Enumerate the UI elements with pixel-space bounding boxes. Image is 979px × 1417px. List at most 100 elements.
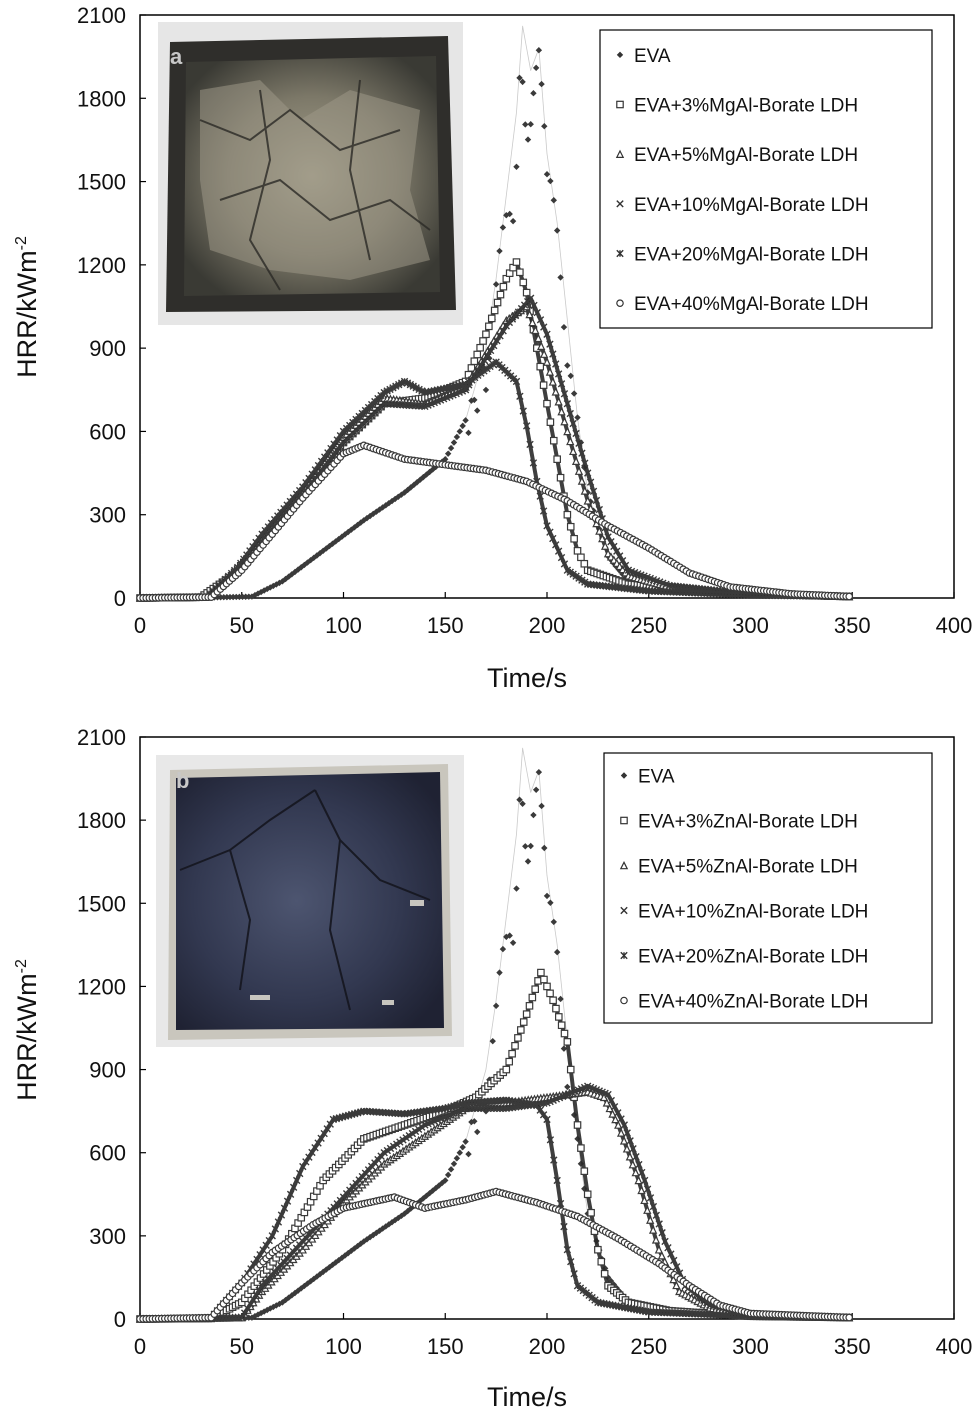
data-point [483,351,492,360]
data-point [560,1045,568,1052]
data-point [587,1208,595,1217]
data-point [592,496,601,505]
legend-marker [620,906,628,915]
data-point [267,1305,274,1312]
data-point [549,534,557,543]
data-point [279,1299,286,1306]
data-point [442,1177,449,1184]
data-point [598,533,607,543]
data-point [646,1194,655,1202]
data-point [319,547,327,555]
data-point [566,409,574,418]
data-point [658,1228,666,1237]
data-point [549,350,557,358]
data-point [296,1169,304,1178]
data-point [273,581,280,588]
data-point [509,939,517,947]
data-point [348,526,355,533]
data-point [539,349,549,358]
data-point [526,440,534,449]
legend-label: EVA+40%MgAl-Borate LDH [634,294,869,315]
data-point [338,1254,346,1262]
data-point [616,200,624,208]
data-point [471,1104,479,1113]
data-point [543,522,551,530]
data-point [479,337,487,345]
data-point [549,436,558,445]
data-point [360,1238,368,1245]
data-point [845,592,853,601]
data-point [477,361,485,369]
data-point [489,1037,496,1045]
data-point [505,1057,514,1066]
data-point [373,1229,380,1237]
data-point [580,559,589,568]
data-point [595,505,604,514]
data-point [623,1129,631,1137]
data-point [583,496,592,505]
data-point [524,136,532,143]
data-point [635,1160,643,1169]
data-point [522,422,531,430]
data-point [289,1183,298,1192]
legend-label: EVA+10%ZnAl-Borate LDH [638,902,868,923]
data-point [363,514,371,522]
data-point [276,1300,283,1308]
data-point [351,1245,358,1252]
data-point [563,1246,572,1254]
data-point [616,51,624,59]
data-point [574,414,581,421]
y-tick-label: 1800 [77,808,126,833]
data-point [616,1128,626,1137]
data-point [277,1211,286,1219]
data-series [135,25,854,602]
data-point [420,1195,427,1202]
data-point [607,1096,616,1105]
data-point [243,1304,252,1313]
data-point [539,381,548,389]
y-tick-labels: 0 300 600 900 1200 1500 1800 2100 [77,725,126,1332]
data-point [546,418,555,426]
data-point [450,439,458,446]
data-point [651,1235,661,1244]
x-tick-label: 400 [936,1334,973,1359]
data-point [517,1026,525,1034]
data-point [329,540,336,547]
legend-box [603,752,933,1024]
data-point [468,1104,476,1113]
data-point [461,386,470,394]
data-point [301,561,308,569]
data-point [550,1156,558,1164]
data-point [563,426,572,436]
data-point [519,78,526,86]
x-tick-label: 50 [230,613,254,638]
x-tick-label: 200 [529,1334,566,1359]
data-point [508,1049,516,1058]
data-point [615,149,625,158]
data-point [531,325,540,335]
data-point [450,1160,458,1167]
data-point [545,367,555,376]
data-point [652,1211,661,1219]
data-point [541,123,548,130]
legend-label: EVA+3%ZnAl-Borate LDH [638,812,858,833]
legend-entry: EVA+5%ZnAl-Borate LDH [619,857,858,878]
data-point [573,1121,582,1129]
data-point [216,1314,224,1322]
data-point [307,1278,314,1285]
data-point [456,428,463,435]
data-point [527,120,534,128]
data-point [324,449,332,457]
data-point [280,1204,289,1212]
data-point [551,387,560,396]
data-point [321,453,329,461]
data-point [249,1295,258,1304]
data-point [568,446,578,456]
data-point [560,416,569,426]
legend-box [599,29,933,329]
data-point [595,526,604,535]
data-point [573,547,582,555]
data-point [490,1104,498,1113]
data-point [351,524,358,531]
data-point [396,1138,404,1146]
